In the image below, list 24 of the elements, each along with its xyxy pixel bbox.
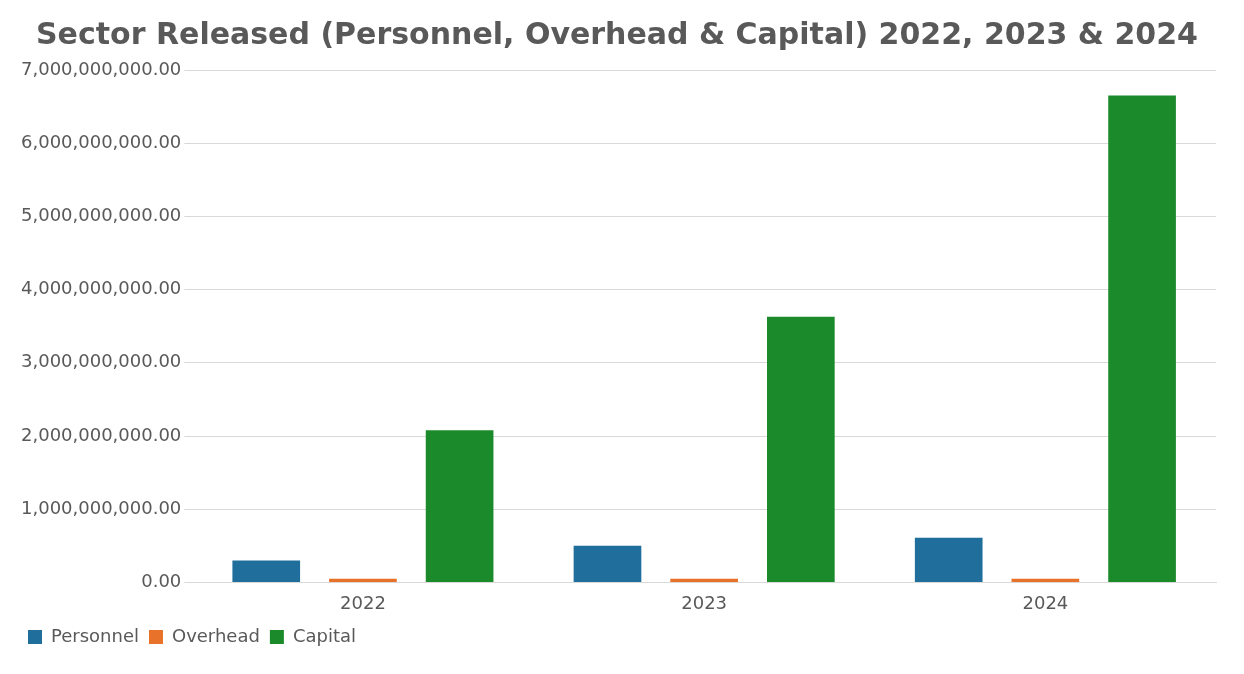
bar xyxy=(329,578,397,582)
x-tick-label: 2024 xyxy=(1022,591,1069,613)
chart-title: Sector Released (Personnel, Overhead & Capital) 2022, 2023 & 2024 xyxy=(36,15,1198,51)
x-tick-label: 2023 xyxy=(681,591,728,613)
y-tick-label: 4,000,000,000.00 xyxy=(21,277,182,299)
legend-label: Capital xyxy=(292,624,357,646)
y-tick-label: 7,000,000,000.00 xyxy=(21,57,182,79)
bar xyxy=(1108,95,1176,582)
y-tick-label: 2,000,000,000.00 xyxy=(21,423,182,445)
y-tick-label: 6,000,000,000.00 xyxy=(21,130,182,152)
bar xyxy=(425,430,494,582)
bar xyxy=(1011,578,1080,582)
legend-label: Overhead xyxy=(171,624,260,646)
bar xyxy=(767,316,835,582)
legend-label: Personnel xyxy=(51,624,139,646)
bar xyxy=(670,578,738,582)
bar xyxy=(914,537,983,582)
y-tick-label: 3,000,000,000.00 xyxy=(21,350,182,372)
y-tick-label: 0.00 xyxy=(141,570,182,592)
x-tick-label: 2022 xyxy=(340,591,386,613)
bar xyxy=(573,545,642,582)
bar xyxy=(232,560,301,582)
y-tick-label: 5,000,000,000.00 xyxy=(21,204,182,226)
y-tick-label: 1,000,000,000.00 xyxy=(21,496,182,518)
